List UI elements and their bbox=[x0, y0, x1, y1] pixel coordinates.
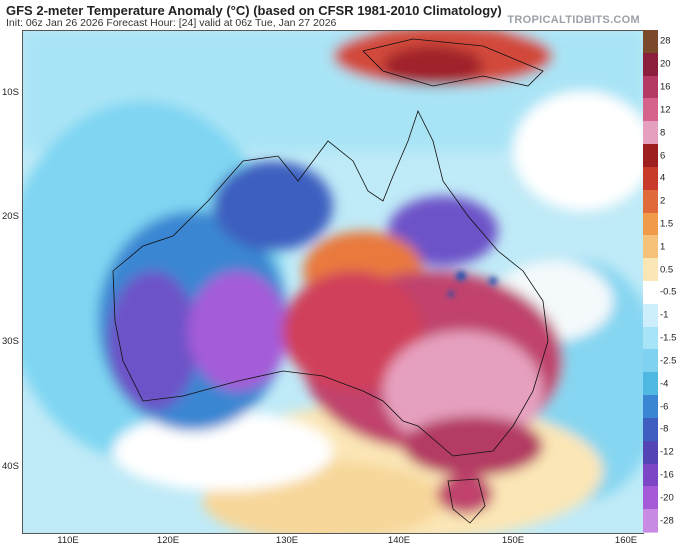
legend-label: 1 bbox=[660, 241, 666, 253]
lon-label: 110E bbox=[57, 535, 79, 546]
legend-swatch bbox=[643, 189, 658, 214]
brand-watermark: TROPICALTIDBITS.COM bbox=[507, 14, 640, 26]
legend-label: 28 bbox=[660, 35, 671, 47]
legend-label: 4 bbox=[660, 172, 666, 184]
legend-swatch bbox=[643, 75, 658, 100]
legend-label: 8 bbox=[660, 127, 666, 139]
legend-swatch bbox=[643, 509, 658, 533]
lat-label: 40S bbox=[2, 461, 19, 472]
legend-label: -6 bbox=[660, 401, 669, 412]
legend-swatch bbox=[643, 144, 658, 168]
legend-swatch bbox=[643, 417, 658, 442]
legend-swatch bbox=[643, 281, 658, 305]
legend-swatch bbox=[643, 349, 658, 374]
legend-swatch bbox=[643, 121, 658, 146]
lon-label: 120E bbox=[156, 535, 180, 546]
legend-swatch bbox=[643, 326, 658, 351]
lon-label: 130E bbox=[275, 535, 299, 546]
legend-swatch bbox=[643, 395, 658, 419]
legend-swatch bbox=[643, 486, 658, 511]
cold-spots bbox=[448, 271, 497, 297]
legend-label: -12 bbox=[660, 446, 674, 458]
legend-swatch bbox=[643, 235, 658, 260]
legend-label: 6 bbox=[660, 150, 666, 161]
legend-swatch bbox=[643, 52, 658, 77]
legend-swatch bbox=[643, 30, 658, 54]
chart-subtitle: Init: 06z Jan 26 2026 Forecast Hour: [24… bbox=[6, 17, 337, 29]
legend-label: 12 bbox=[660, 104, 671, 116]
legend-swatch bbox=[643, 303, 658, 328]
legend-swatch bbox=[643, 440, 658, 465]
legend-swatch bbox=[643, 166, 658, 191]
legend-label: 0.5 bbox=[660, 264, 674, 276]
legend-label: -28 bbox=[660, 515, 674, 527]
legend-label: -16 bbox=[660, 469, 674, 481]
legend-label: -2.5 bbox=[660, 355, 677, 367]
chart-title: GFS 2-meter Temperature Anomaly (°C) (ba… bbox=[6, 3, 502, 18]
legend-swatch bbox=[643, 212, 658, 237]
map-canvas bbox=[23, 31, 643, 533]
legend-label: 20 bbox=[660, 58, 671, 70]
legend-swatch bbox=[643, 463, 658, 488]
lat-label: 10S bbox=[2, 87, 19, 98]
lat-label: 30S bbox=[2, 336, 19, 347]
legend-label: 16 bbox=[660, 81, 671, 93]
lon-label: 150E bbox=[501, 535, 525, 546]
legend-label: -0.5 bbox=[660, 286, 677, 298]
lon-label: 140E bbox=[387, 535, 411, 546]
legend-label: 2 bbox=[660, 195, 666, 207]
lon-label: 160E bbox=[614, 535, 638, 546]
legend-swatch bbox=[643, 372, 658, 397]
chart-header: GFS 2-meter Temperature Anomaly (°C) (ba… bbox=[0, 0, 680, 30]
legend-label: -1.5 bbox=[660, 332, 677, 344]
color-legend: 28 20 16 12 8 6 4 2 1.5 1 0.5 -0.5 -1 -1.5 -2.5 -4 -6 -8 -… bbox=[643, 30, 680, 533]
legend-swatch bbox=[643, 258, 658, 282]
legend-label: 1.5 bbox=[660, 218, 674, 230]
legend-label: -4 bbox=[660, 378, 669, 390]
legend-label: -8 bbox=[660, 423, 669, 435]
anomaly-map bbox=[22, 30, 644, 534]
legend-label: -1 bbox=[660, 309, 669, 321]
anomaly-field bbox=[23, 31, 643, 533]
legend-swatch bbox=[643, 98, 658, 123]
legend-label: -20 bbox=[660, 492, 674, 504]
lat-label: 20S bbox=[2, 211, 19, 222]
coastlines bbox=[112, 38, 549, 524]
